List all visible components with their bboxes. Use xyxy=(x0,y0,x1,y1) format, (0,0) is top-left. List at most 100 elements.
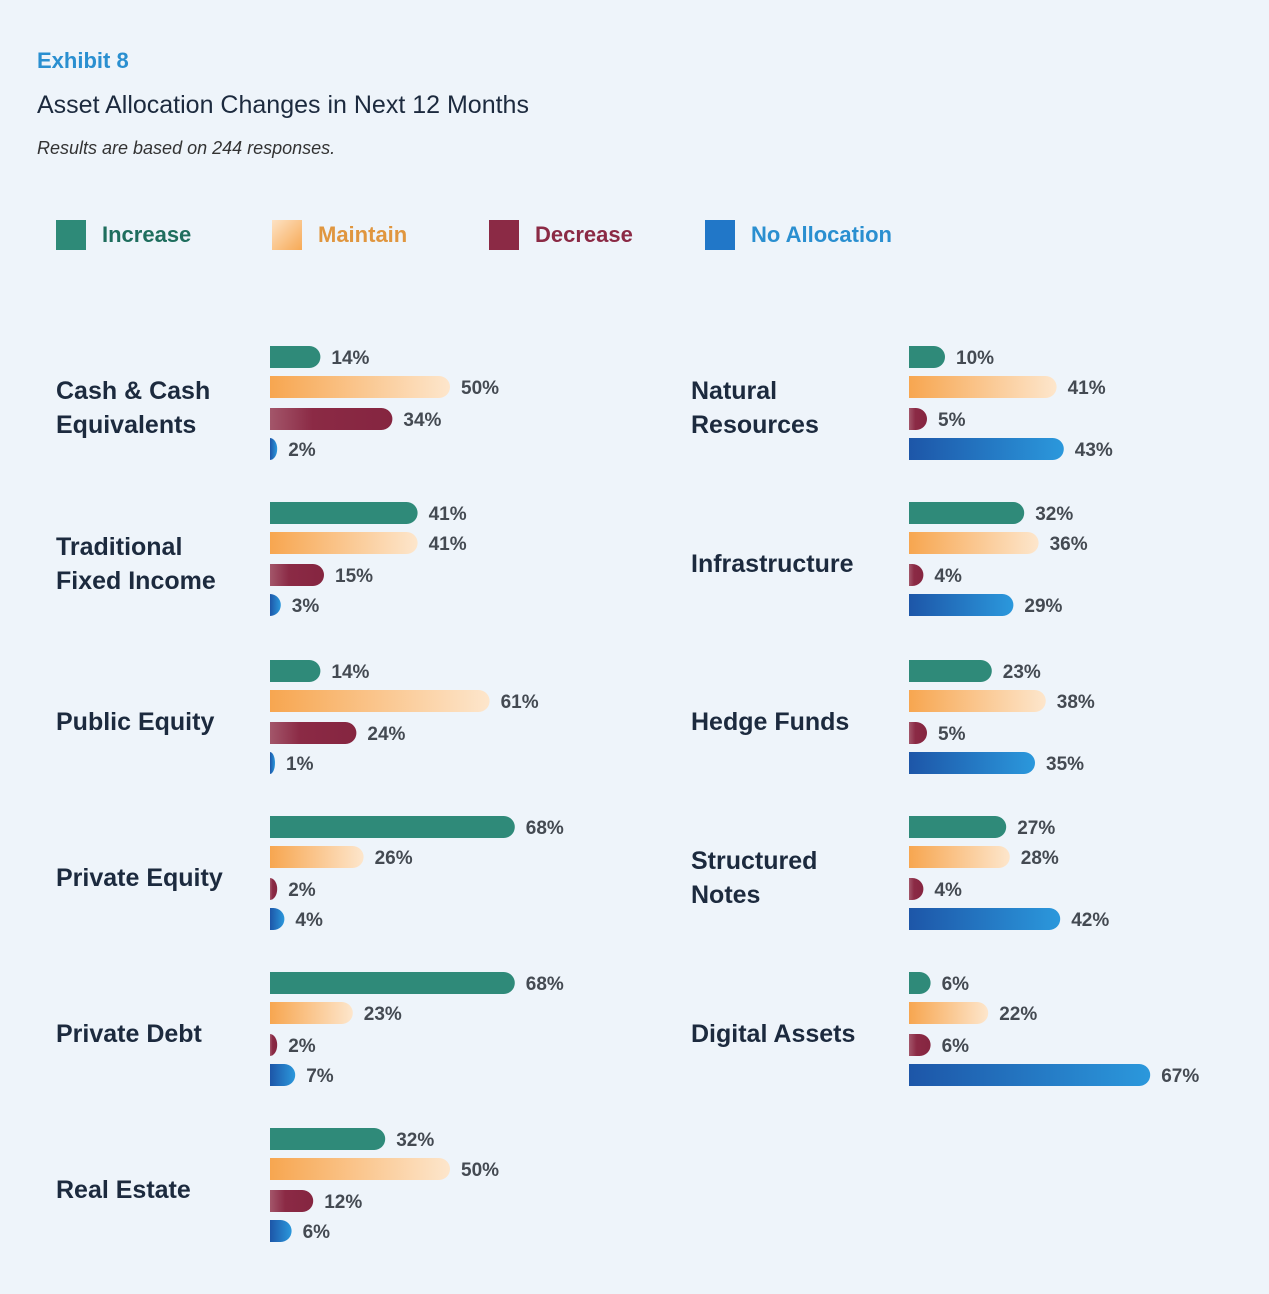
legend-swatch-increase xyxy=(56,220,86,250)
value-label-no-allocation: 3% xyxy=(292,596,320,617)
bar-decrease xyxy=(270,722,357,744)
bar-no-allocation xyxy=(909,1064,1151,1086)
legend-swatch-decrease xyxy=(489,220,519,250)
bar-decrease xyxy=(909,408,927,430)
legend-label-no-allocation: No Allocation xyxy=(751,222,892,247)
value-label-no-allocation: 4% xyxy=(295,910,323,931)
exhibit-label: Exhibit 8 xyxy=(37,48,129,73)
bar-increase xyxy=(270,660,321,682)
value-label-no-allocation: 67% xyxy=(1161,1066,1199,1087)
value-label-maintain: 50% xyxy=(461,378,499,399)
value-label-maintain: 28% xyxy=(1021,848,1059,869)
bar-decrease xyxy=(270,408,393,430)
legend-swatch-no-allocation xyxy=(705,220,735,250)
category-label: Private Equity xyxy=(56,864,223,892)
value-label-maintain: 50% xyxy=(461,1160,499,1181)
category-label: Real Estate xyxy=(56,1176,191,1204)
value-label-increase: 68% xyxy=(526,818,564,839)
value-label-decrease: 5% xyxy=(938,724,966,745)
value-label-decrease: 34% xyxy=(403,410,441,431)
bar-no-allocation xyxy=(270,752,275,774)
bar-increase xyxy=(909,972,931,994)
bar-maintain xyxy=(270,1002,353,1024)
value-label-no-allocation: 42% xyxy=(1071,910,1109,931)
value-label-increase: 41% xyxy=(429,504,467,525)
panel-public-equity: Public Equity 14% 61% 24% 1% xyxy=(56,660,539,775)
value-label-increase: 23% xyxy=(1003,662,1041,683)
bar-decrease xyxy=(909,722,927,744)
bar-maintain xyxy=(270,846,364,868)
chart-title: Asset Allocation Changes in Next 12 Mont… xyxy=(37,91,529,119)
category-label: Digital Assets xyxy=(691,1020,855,1048)
value-label-maintain: 41% xyxy=(429,534,467,555)
category-label: Cash & Cash Equivalents xyxy=(56,377,210,439)
bar-maintain xyxy=(909,532,1039,554)
panel-hedge-funds: Hedge Funds 23% 38% 5% 35% xyxy=(691,660,1095,775)
bar-maintain xyxy=(909,846,1010,868)
bar-maintain xyxy=(270,690,490,712)
bar-no-allocation xyxy=(270,594,281,616)
value-label-decrease: 4% xyxy=(934,566,962,587)
value-label-increase: 32% xyxy=(1035,504,1073,525)
value-label-decrease: 15% xyxy=(335,566,373,587)
bar-no-allocation xyxy=(270,908,285,930)
bar-maintain xyxy=(270,1158,450,1180)
bar-no-allocation xyxy=(909,908,1061,930)
value-label-no-allocation: 6% xyxy=(303,1222,331,1243)
bar-maintain xyxy=(909,690,1046,712)
bar-increase xyxy=(270,972,515,994)
category-label: Public Equity xyxy=(56,708,214,736)
value-label-decrease: 5% xyxy=(938,410,966,431)
value-label-maintain: 26% xyxy=(375,848,413,869)
panel-structured-notes: Structured Notes 27% 28% 4% 42% xyxy=(691,816,1109,931)
value-label-maintain: 61% xyxy=(501,692,539,713)
value-label-maintain: 22% xyxy=(999,1004,1037,1025)
panel-cash-and-cash-equivalents: Cash & Cash Equivalents 14% 50% 34% 2% xyxy=(56,346,499,461)
legend-label-increase: Increase xyxy=(102,222,192,247)
bar-increase xyxy=(270,346,321,368)
bar-maintain xyxy=(270,532,418,554)
legend-swatch-maintain xyxy=(272,220,302,250)
value-label-increase: 6% xyxy=(942,974,970,995)
panel-traditional-fixed-income: Traditional Fixed Income 41% 41% 15% 3% xyxy=(56,502,467,617)
category-label: Natural Resources xyxy=(691,377,819,439)
bar-no-allocation xyxy=(909,438,1064,460)
bar-decrease xyxy=(270,564,324,586)
value-label-decrease: 24% xyxy=(367,724,405,745)
value-label-maintain: 23% xyxy=(364,1004,402,1025)
value-label-decrease: 2% xyxy=(288,880,316,901)
value-label-decrease: 2% xyxy=(288,1036,316,1057)
panel-private-debt: Private Debt 68% 23% 2% 7% xyxy=(56,972,564,1087)
bar-decrease xyxy=(270,1190,314,1212)
bar-increase xyxy=(909,660,992,682)
bar-increase xyxy=(270,502,418,524)
legend: Increase Maintain Decrease No Allocation xyxy=(0,219,1269,251)
legend-item-increase: Increase xyxy=(56,219,191,251)
value-label-no-allocation: 1% xyxy=(286,754,314,775)
bar-no-allocation xyxy=(909,594,1014,616)
value-label-increase: 68% xyxy=(526,974,564,995)
bar-increase xyxy=(270,1128,386,1150)
value-label-maintain: 36% xyxy=(1050,534,1088,555)
category-label: Traditional Fixed Income xyxy=(56,533,216,595)
bar-no-allocation xyxy=(909,752,1035,774)
panel-private-equity: Private Equity 68% 26% 2% 4% xyxy=(56,816,564,931)
bar-decrease xyxy=(909,878,924,900)
bar-maintain xyxy=(909,1002,989,1024)
legend-item-no-allocation: No Allocation xyxy=(705,219,892,251)
panel-real-estate: Real Estate 32% 50% 12% 6% xyxy=(56,1128,499,1243)
category-label: Private Debt xyxy=(56,1020,203,1048)
value-label-increase: 27% xyxy=(1017,818,1055,839)
bar-increase xyxy=(909,346,945,368)
category-label: Structured Notes xyxy=(691,847,817,909)
panel-natural-resources: Natural Resources 10% 41% 5% 43% xyxy=(691,346,1113,461)
bar-no-allocation xyxy=(270,1220,292,1242)
bar-increase xyxy=(909,816,1007,838)
value-label-increase: 32% xyxy=(396,1130,434,1151)
value-label-decrease: 12% xyxy=(324,1192,362,1213)
value-label-decrease: 4% xyxy=(934,880,962,901)
value-label-increase: 10% xyxy=(956,348,994,369)
bar-decrease xyxy=(270,878,278,900)
bar-no-allocation xyxy=(270,438,278,460)
